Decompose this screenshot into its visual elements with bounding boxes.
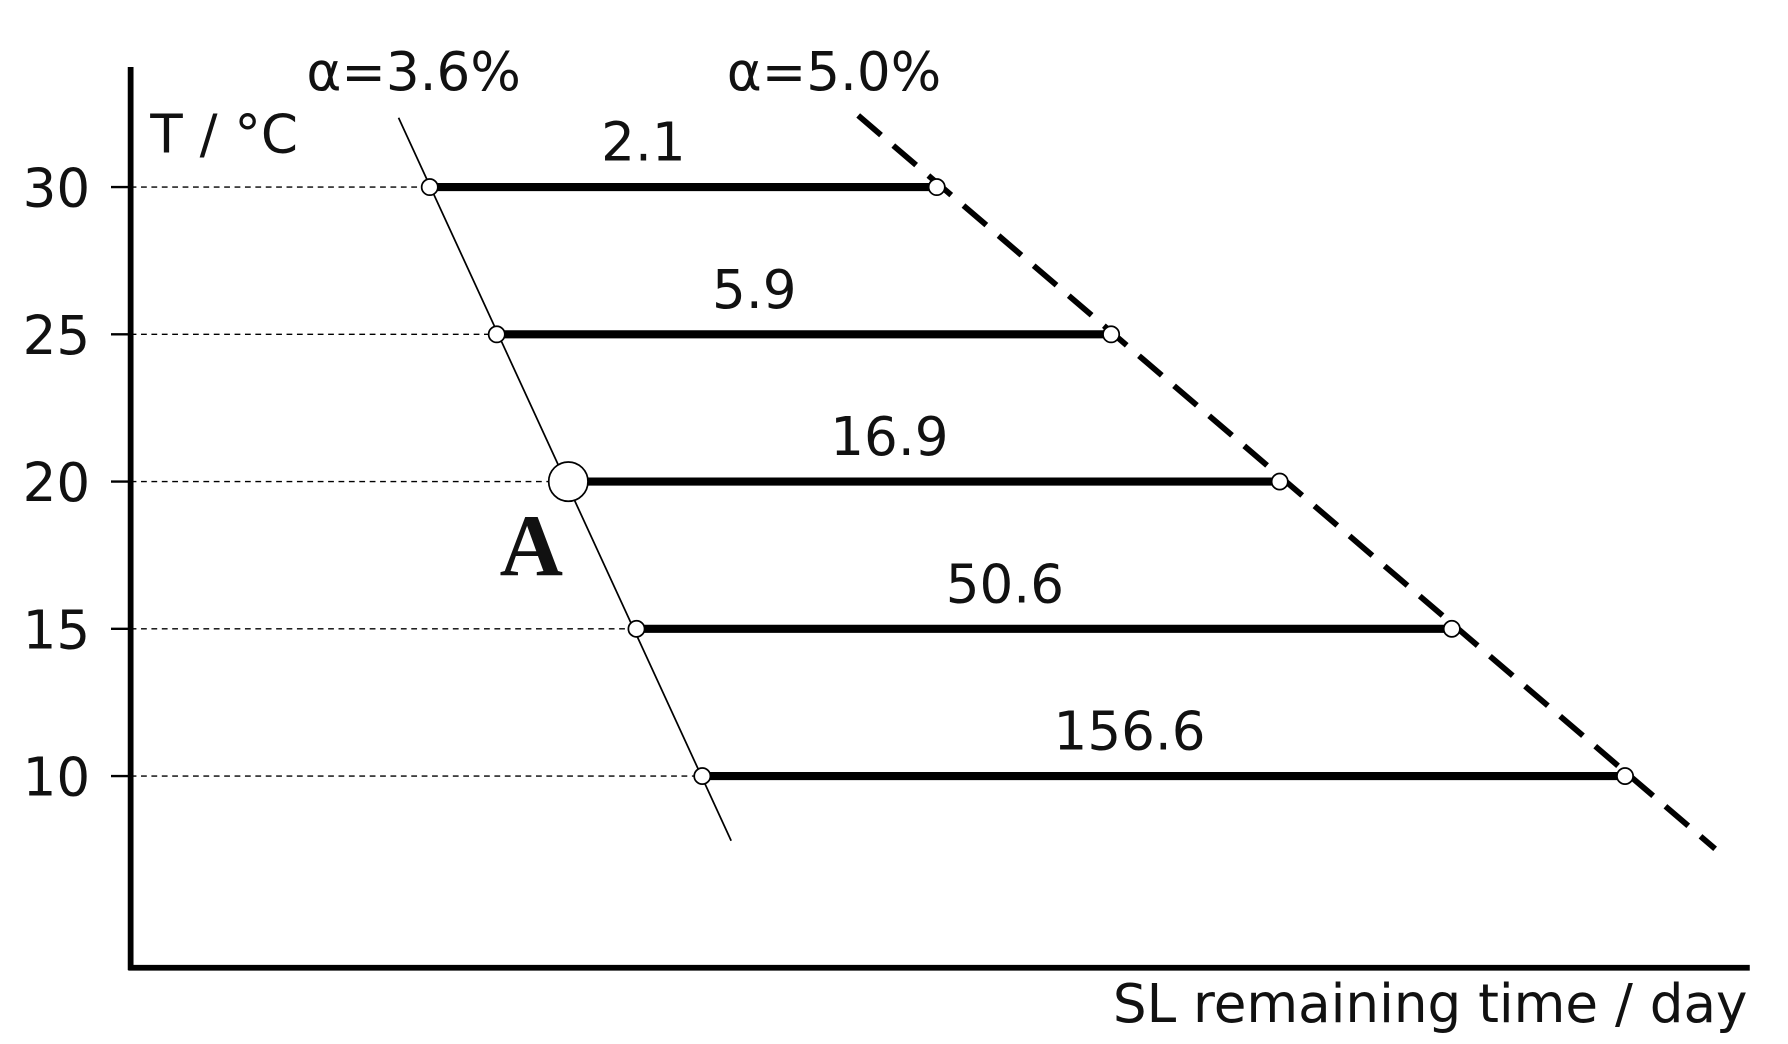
end-point: [1102, 325, 1121, 344]
segment-label: 50.6: [946, 553, 1064, 615]
y-tick-label: 30: [23, 158, 91, 220]
y-tick-label: 20: [23, 452, 91, 514]
segment-label: 2.1: [601, 112, 685, 174]
end-point: [420, 178, 439, 197]
end-point: [1616, 767, 1634, 786]
point-label: A: [500, 497, 563, 594]
end-point: [627, 619, 646, 638]
segment-label: 156.6: [1054, 701, 1206, 763]
y-tick-label: 25: [23, 305, 91, 367]
y-tick-label: 10: [23, 747, 91, 809]
segment-label: 16.9: [830, 406, 948, 468]
end-point: [693, 767, 712, 786]
y-axis-label: T / °C: [149, 103, 298, 165]
line-label: α=5.0%: [727, 41, 941, 103]
line-label: α=3.6%: [306, 41, 520, 103]
end-point: [487, 325, 506, 344]
x-axis-label: SL remaining time / day: [1113, 973, 1748, 1035]
y-tick-label: 15: [23, 599, 91, 661]
end-point: [927, 178, 946, 197]
segment-label: 5.9: [712, 259, 796, 321]
end-point: [1442, 619, 1461, 638]
end-point: [1270, 472, 1289, 491]
end-point: [547, 461, 589, 503]
